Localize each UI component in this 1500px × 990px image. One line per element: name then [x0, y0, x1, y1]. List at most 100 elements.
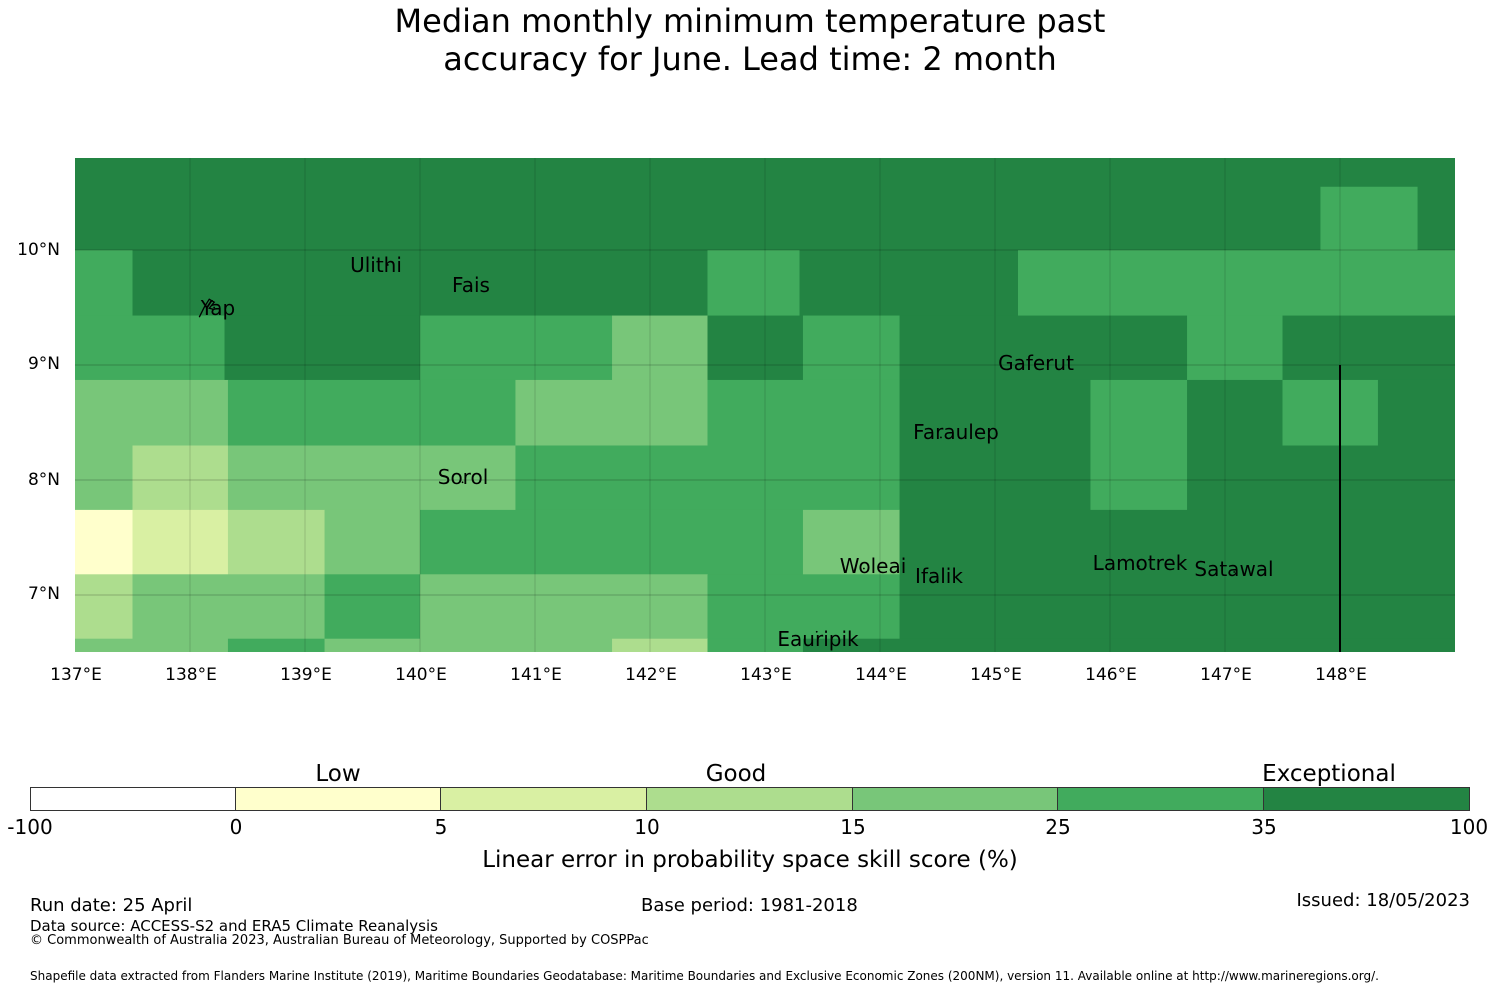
skill-grid-cell — [420, 574, 708, 640]
skill-grid-cell — [899, 445, 1091, 511]
skill-grid-cell — [899, 379, 1091, 446]
map-area — [75, 158, 1455, 652]
skill-grid-cell — [75, 158, 1455, 251]
x-tick-label: 144°E — [855, 665, 907, 685]
copyright-notice: © Commonwealth of Australia 2023, Austra… — [30, 933, 649, 948]
place-label-woleai: Woleai — [839, 554, 907, 578]
title-line-2: accuracy for June. Lead time: 2 month — [443, 40, 1057, 78]
island-marker — [863, 567, 865, 570]
skill-grid-cell — [707, 574, 901, 640]
x-tick-label: 143°E — [740, 665, 792, 685]
skill-grid-cell — [132, 445, 229, 511]
y-tick-label: 9°N — [27, 354, 60, 374]
island-marker — [1137, 565, 1140, 568]
x-tick-label: 139°E — [280, 665, 332, 685]
y-tick-label: 7°N — [27, 584, 60, 604]
colorbar-swatch — [853, 787, 1058, 811]
place-label-ifalik: Ifalik — [915, 564, 963, 588]
skill-grid-cell — [75, 638, 229, 652]
x-tick-label: 141°E — [510, 665, 562, 685]
colorbar-swatch — [236, 787, 441, 811]
island-marker — [386, 264, 389, 266]
x-tick-label: 138°E — [165, 665, 217, 685]
colorbar-tick: 35 — [1251, 815, 1277, 839]
skill-grid-cell — [1282, 379, 1379, 446]
place-label-fais: Fais — [452, 273, 490, 297]
skill-grid-cell — [75, 445, 133, 511]
colorbar-swatch — [647, 787, 853, 811]
x-tick-label: 145°E — [970, 665, 1022, 685]
skill-grid-cell — [420, 315, 613, 381]
y-tick-label: 10°N — [17, 240, 60, 260]
skill-grid-cell — [75, 379, 229, 446]
island-marker — [1035, 367, 1038, 370]
place-label-lamotrek: Lamotrek — [1092, 551, 1188, 575]
skill-grid-cell — [899, 315, 1188, 381]
skill-grid-cell — [707, 250, 800, 317]
skill-grid-cell — [707, 315, 804, 381]
colorbar-tick: 10 — [634, 815, 660, 839]
skill-grid-cell — [227, 445, 516, 511]
colorbar-category-low: Low — [315, 761, 361, 787]
place-label-yap: Yap — [200, 296, 236, 320]
colorbar-label: Linear error in probability space skill … — [482, 847, 1018, 873]
skill-grid-cell — [132, 574, 326, 640]
skill-grid-cell — [1187, 379, 1283, 446]
colorbar-category-good: Good — [705, 761, 767, 787]
shapefile-credit: Shapefile data extracted from Flanders M… — [30, 969, 1379, 983]
issued-date: Issued: 18/05/2023 — [1296, 890, 1470, 911]
yap-island-outline — [198, 298, 216, 318]
place-label-gaferut: Gaferut — [998, 351, 1074, 375]
x-tick-label: 142°E — [625, 665, 677, 685]
run-date: Run date: 25 April — [30, 895, 193, 916]
island-marker — [469, 285, 472, 288]
colorbar-category-exceptional: Exceptional — [1262, 761, 1396, 787]
colorbar-tick: 0 — [229, 815, 243, 839]
skill-grid-cell — [1377, 379, 1455, 446]
skill-grid-cell — [1320, 186, 1418, 251]
skill-grid-cell — [802, 315, 901, 381]
place-label-eauripik: Eauripik — [777, 627, 859, 651]
skill-grid-cell — [227, 509, 326, 575]
skill-grid-cell — [1187, 315, 1283, 381]
skill-grid-cell — [1187, 445, 1455, 511]
data-source: Data source: ACCESS-S2 and ERA5 Climate … — [30, 917, 438, 935]
place-label-ulithi: Ulithi — [350, 253, 402, 277]
colorbar-swatch — [1264, 787, 1470, 811]
colorbar-tick: 5 — [434, 815, 448, 839]
skill-grid-cell — [224, 315, 421, 381]
skill-grid-cell — [75, 250, 133, 317]
skill-grid-cell — [612, 315, 708, 381]
island-marker — [461, 481, 464, 484]
skill-grid-cell — [75, 574, 133, 640]
skill-grid-cell — [324, 574, 421, 640]
skill-grid-cell — [799, 250, 1019, 317]
skill-grid-cell — [612, 638, 708, 652]
skill-grid-cell — [1090, 445, 1188, 511]
base-period: Base period: 1981-2018 — [641, 895, 858, 916]
skill-grid-cell — [515, 379, 708, 446]
colorbar-tick: 25 — [1045, 815, 1071, 839]
skill-grid-cell — [1090, 379, 1188, 446]
skill-grid-cell — [899, 574, 1455, 640]
skill-grid-cell — [802, 509, 901, 575]
place-label-sorol: Sorol — [437, 465, 489, 489]
skill-grid-cell — [1018, 250, 1455, 317]
skill-grid-cell — [75, 509, 133, 575]
place-label-faraulep: Faraulep — [913, 420, 999, 444]
skill-grid-cell — [515, 445, 901, 511]
skill-grid-cell — [324, 638, 613, 652]
place-label-satawal: Satawal — [1194, 557, 1274, 581]
map-title: Median monthly minimum temperature past … — [0, 2, 1500, 78]
skill-grid-cell — [132, 509, 229, 575]
skill-grid-cell — [707, 379, 901, 446]
island-marker — [940, 436, 942, 439]
skill-grid-cell — [707, 638, 804, 652]
skill-grid-cell — [227, 379, 516, 446]
skill-grid-cell — [802, 638, 1455, 652]
colorbar-swatch — [1058, 787, 1264, 811]
skill-grid-cell — [1282, 315, 1455, 381]
x-tick-label: 137°E — [50, 665, 102, 685]
colorbar-swatch — [441, 787, 647, 811]
